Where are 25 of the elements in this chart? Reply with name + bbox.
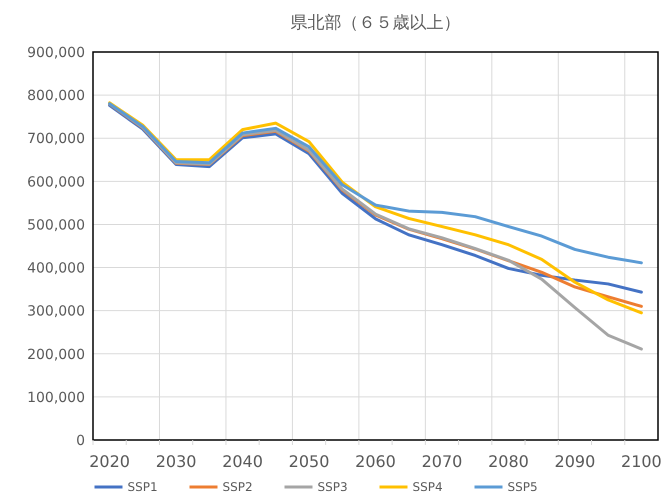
y-tick-label: 0 <box>76 433 85 449</box>
x-tick-label: 2060 <box>355 452 396 471</box>
legend-label: SSP1 <box>128 480 158 494</box>
legend-label: SSP3 <box>318 480 348 494</box>
legend-label: SSP4 <box>412 480 443 494</box>
x-tick-label: 2030 <box>156 452 196 471</box>
x-tick-label: 2070 <box>422 452 462 471</box>
y-tick-label: 100,000 <box>27 390 85 406</box>
y-tick-label: 700,000 <box>27 131 85 148</box>
x-tick-label: 2100 <box>621 452 662 471</box>
y-tick-label: 800,000 <box>27 88 85 104</box>
x-tick-label: 2090 <box>554 452 596 471</box>
y-tick-label: 200,000 <box>27 346 85 363</box>
x-tick-label: 2080 <box>488 452 529 471</box>
y-tick-label: 500,000 <box>27 217 85 234</box>
legend-label: SSP2 <box>222 480 253 494</box>
x-tick-label: 2050 <box>288 452 330 471</box>
y-tick-label: 400,000 <box>27 260 85 277</box>
y-tick-label: 600,000 <box>27 174 85 190</box>
chart-title: 県北部（６５歳以上） <box>290 13 460 33</box>
x-tick-label: 2020 <box>89 452 130 471</box>
x-tick-label: 2040 <box>222 452 263 471</box>
y-tick-label: 900,000 <box>27 45 85 61</box>
y-tick-label: 300,000 <box>27 304 85 320</box>
legend-label: SSP5 <box>508 480 538 494</box>
